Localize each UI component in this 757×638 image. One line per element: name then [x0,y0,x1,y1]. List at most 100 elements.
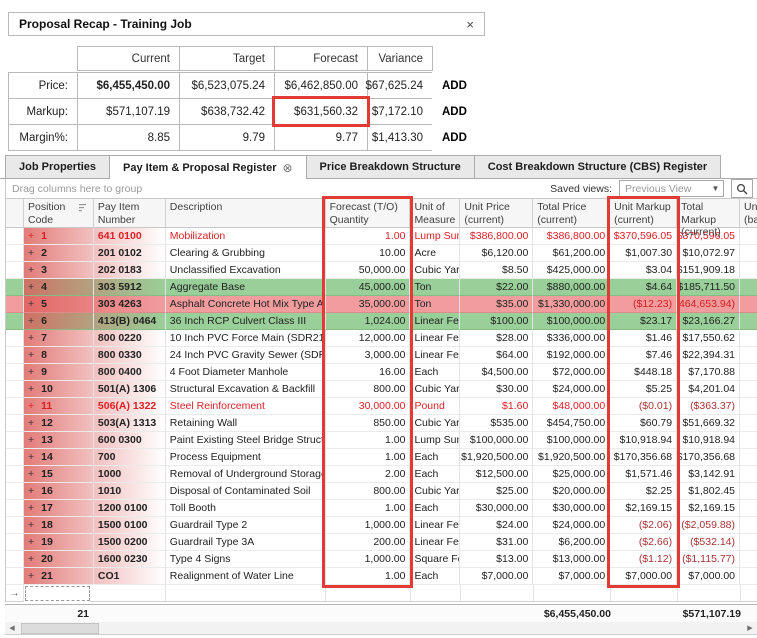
tab-pay-item-proposal-register[interactable]: Pay Item & Proposal Register ⊗ [109,155,307,179]
column-header-description[interactable]: Description [166,199,326,228]
total-price-cell[interactable]: $24,000.00 [533,381,610,398]
unit-price-cell[interactable]: $12,500.00 [460,466,533,483]
position-code-cell[interactable]: +4 [24,279,94,296]
forecast-quantity-cell[interactable]: 1.00 [326,228,411,245]
total-markup-cell[interactable]: $2,169.15 [677,500,740,517]
total-markup-cell[interactable]: $7,000.00 [677,568,740,585]
description-cell[interactable]: Clearing & Grubbing [166,245,326,262]
description-cell[interactable]: Structural Excavation & Backfill [166,381,326,398]
forecast-quantity-cell[interactable]: 30,000.00 [326,398,411,415]
table-row[interactable]: +161010Disposal of Contaminated Soil800.… [5,483,757,500]
table-row[interactable]: +10501(A) 1306Structural Excavation & Ba… [5,381,757,398]
description-cell[interactable]: Removal of Underground Storage Tanks [166,466,326,483]
unit-of-measure-cell[interactable]: Cubic Yard [410,483,460,500]
column-header-total-price[interactable]: Total Price (current) [533,199,610,228]
unit-markup-cell[interactable]: ($1.12) [610,551,677,568]
unit-of-measure-cell[interactable]: Each [410,364,460,381]
forecast-quantity-cell[interactable]: 35,000.00 [326,296,411,313]
total-price-cell[interactable]: $454,750.00 [533,415,610,432]
pay-item-number-cell[interactable]: 501(A) 1306 [94,381,166,398]
pay-item-number-cell[interactable]: 800 0220 [94,330,166,347]
table-row[interactable]: +171200 0100Toll Booth1.00Each$30,000.00… [5,500,757,517]
position-code-cell[interactable]: +1 [24,228,94,245]
unit-of-measure-cell[interactable]: Square Feet [410,551,460,568]
unit-markup-cell[interactable]: $1.46 [610,330,677,347]
unit-price-cell[interactable]: $31.00 [460,534,533,551]
table-row[interactable]: +191500 0200Guardrail Type 3A200.00Linea… [5,534,757,551]
pay-item-number-cell[interactable]: 1600 0230 [94,551,166,568]
expand-plus-icon[interactable]: + [28,349,34,361]
unit-of-measure-cell[interactable]: Each [410,449,460,466]
description-cell[interactable]: Asphalt Concrete Hot Mix Type A [166,296,326,313]
new-row-input-cell[interactable] [25,586,90,601]
total-price-cell[interactable]: $25,000.00 [533,466,610,483]
total-markup-cell[interactable]: $10,072.97 [677,245,740,262]
unit-markup-cell[interactable]: $170,356.68 [610,449,677,466]
unit-of-measure-cell[interactable]: Lump Sum [410,228,460,245]
unit-price-cell[interactable]: $24.00 [460,517,533,534]
unit-price-cell[interactable]: $100.00 [460,313,533,330]
table-row[interactable]: +14700Process Equipment1.00Each$1,920,50… [5,449,757,466]
forecast-quantity-cell[interactable]: 1.00 [326,432,411,449]
expand-plus-icon[interactable]: + [28,366,34,378]
description-cell[interactable]: Type 4 Signs [166,551,326,568]
column-header-unit-of-measure[interactable]: Unit of Measure [410,199,460,228]
unit-markup-cell[interactable]: ($12.23) [610,296,677,313]
description-cell[interactable]: 4 Foot Diameter Manhole [166,364,326,381]
position-code-cell[interactable]: +17 [24,500,94,517]
unit-price-cell[interactable]: $6,120.00 [460,245,533,262]
description-cell[interactable]: Realignment of Water Line [166,568,326,585]
unit-price-cell[interactable]: $28.00 [460,330,533,347]
expand-plus-icon[interactable]: + [28,536,34,548]
position-code-cell[interactable]: +12 [24,415,94,432]
description-cell[interactable]: Guardrail Type 2 [166,517,326,534]
description-cell[interactable]: 24 Inch PVC Gravity Sewer (SDR35) [166,347,326,364]
total-markup-cell[interactable]: $4,201.04 [677,381,740,398]
group-by-panel[interactable]: Drag columns here to group Saved views: … [5,179,757,198]
unit-markup-cell[interactable]: ($0.01) [610,398,677,415]
expand-plus-icon[interactable]: + [28,468,34,480]
pay-item-number-cell[interactable]: 413(B) 0464 [94,313,166,330]
column-header-total-markup[interactable]: Total Markup (current) [677,199,740,228]
total-markup-cell[interactable]: $17,550.62 [677,330,740,347]
pay-item-number-cell[interactable]: CO1 [94,568,166,585]
table-row[interactable]: +181500 0100Guardrail Type 21,000.00Line… [5,517,757,534]
pay-item-number-cell[interactable]: 506(A) 1322 [94,398,166,415]
forecast-quantity-cell[interactable]: 10.00 [326,245,411,262]
unit-price-cell[interactable]: $100,000.00 [460,432,533,449]
unit-price-cell[interactable]: $30.00 [460,381,533,398]
position-code-cell[interactable]: +5 [24,296,94,313]
expand-plus-icon[interactable]: + [28,451,34,463]
table-row[interactable]: +6413(B) 046436 Inch RCP Culvert Class I… [5,313,757,330]
unit-of-measure-cell[interactable]: Lump Sum [410,432,460,449]
total-markup-cell[interactable]: $3,142.91 [677,466,740,483]
position-code-cell[interactable]: +20 [24,551,94,568]
table-row[interactable]: +21CO1Realignment of Water Line1.00Each$… [5,568,757,585]
description-cell[interactable]: Retaining Wall [166,415,326,432]
add-price-button[interactable]: ADD [432,72,476,99]
table-row[interactable]: +5303 4263Asphalt Concrete Hot Mix Type … [5,296,757,313]
forecast-quantity-cell[interactable]: 1,000.00 [326,517,411,534]
scrollbar-thumb[interactable] [21,623,99,634]
unit-markup-cell[interactable]: $2,169.15 [610,500,677,517]
expand-plus-icon[interactable]: + [28,230,34,242]
tab-job-properties[interactable]: Job Properties [5,155,110,178]
total-markup-cell[interactable]: $51,669.32 [677,415,740,432]
description-cell[interactable]: Guardrail Type 3A [166,534,326,551]
position-code-cell[interactable]: +3 [24,262,94,279]
expand-plus-icon[interactable]: + [28,485,34,497]
unit-markup-cell[interactable]: $3.04 [610,262,677,279]
pay-item-number-cell[interactable]: 201 0102 [94,245,166,262]
pay-item-number-cell[interactable]: 800 0400 [94,364,166,381]
unit-price-cell[interactable]: $8.50 [460,262,533,279]
total-price-cell[interactable]: $386,800.00 [533,228,610,245]
description-cell[interactable]: Process Equipment [166,449,326,466]
search-button[interactable] [731,179,753,198]
unit-price-cell[interactable]: $1.60 [460,398,533,415]
tab-cost-breakdown-structure[interactable]: Cost Breakdown Structure (CBS) Register [474,155,721,178]
expand-plus-icon[interactable]: + [28,400,34,412]
pay-item-number-cell[interactable]: 700 [94,449,166,466]
unit-of-measure-cell[interactable]: Linear Feet [410,313,460,330]
pay-item-number-cell[interactable]: 303 5912 [94,279,166,296]
position-code-cell[interactable]: +8 [24,347,94,364]
